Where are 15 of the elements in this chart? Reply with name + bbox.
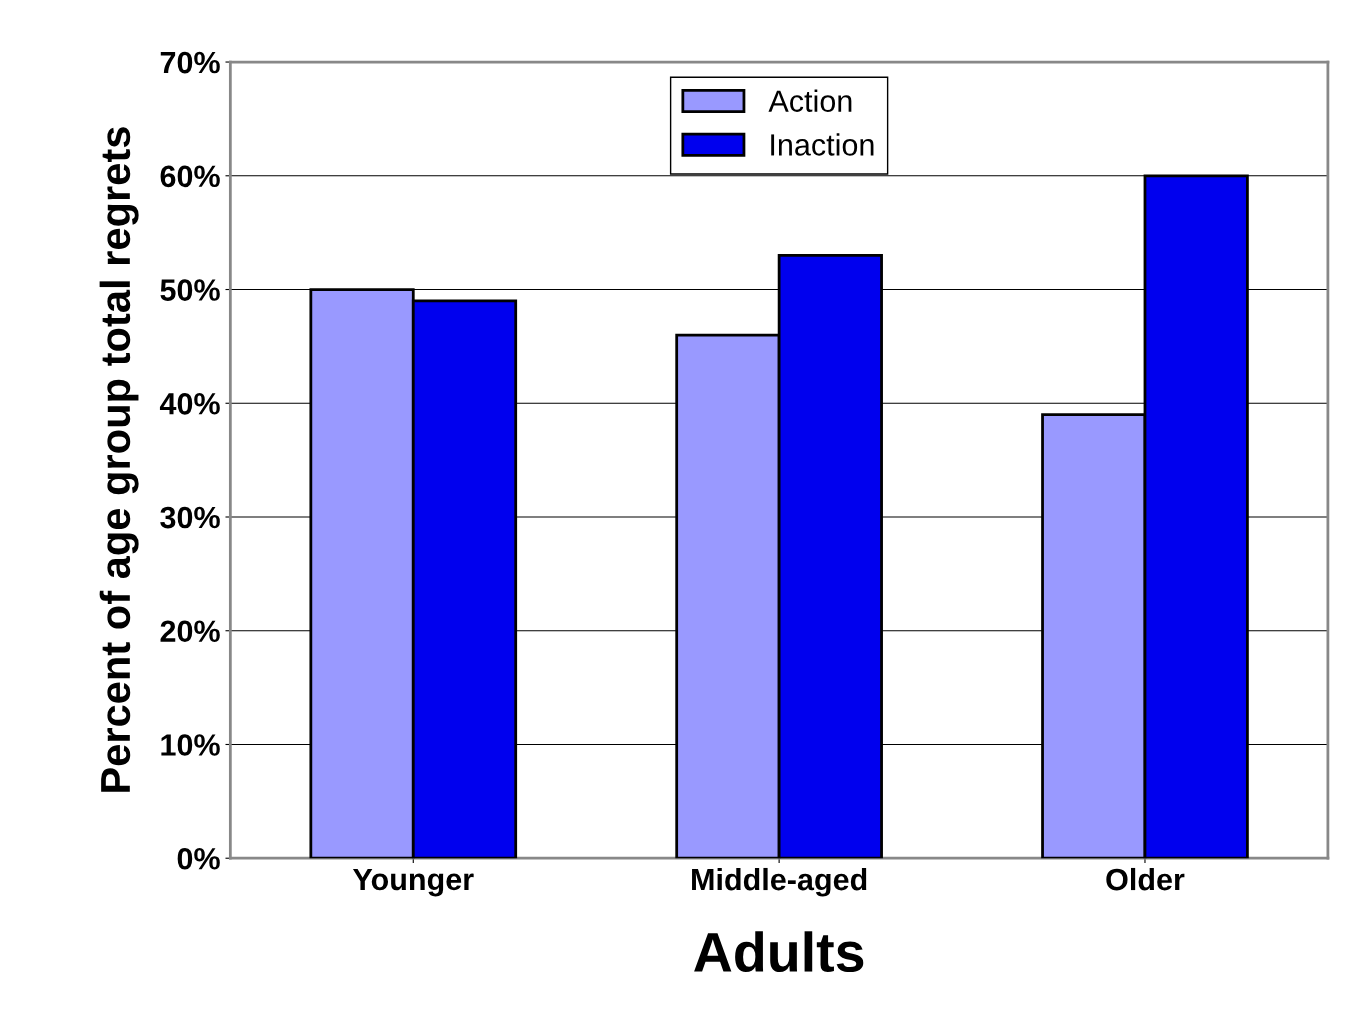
x-axis-title: Adults (694, 931, 864, 973)
y-tick-label: 70% (160, 51, 220, 74)
y-tick-label: 40% (159, 393, 220, 415)
legend-label: Inaction (771, 133, 874, 156)
y-tick-label: 0% (177, 847, 220, 870)
x-tick-label: Middle-aged (692, 867, 867, 897)
y-tick-label: 10% (161, 734, 220, 756)
x-tick-label: Older (1106, 867, 1185, 891)
legend-label: Action (768, 89, 852, 112)
y-tick-label: 50% (160, 279, 220, 301)
x-tick-label: Younger (352, 868, 474, 897)
y-tick-label: 20% (160, 620, 220, 643)
y-tick-label: 60% (160, 165, 220, 188)
y-tick-label: 30% (160, 506, 220, 529)
y-axis-title: Percent of age group total regrets (99, 127, 139, 792)
